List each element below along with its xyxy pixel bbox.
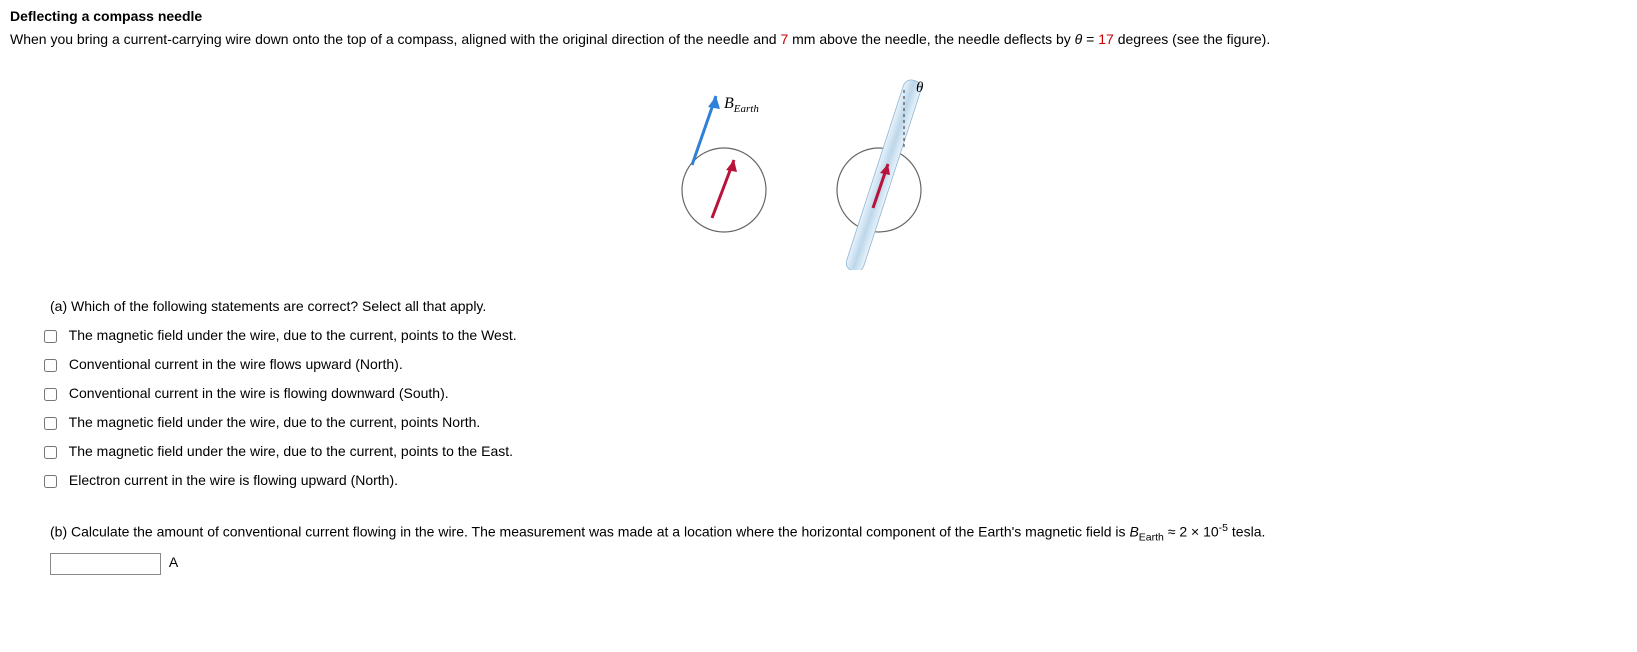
option-label: Conventional current in the wire flows u… <box>69 356 403 372</box>
answer-row: A <box>50 552 1627 574</box>
theta-label: θ <box>916 80 924 96</box>
b-earth-label: BEarth <box>724 95 759 115</box>
value-angle: 17 <box>1098 31 1114 47</box>
option-checkbox-5[interactable] <box>44 475 57 488</box>
option-row: Conventional current in the wire flows u… <box>40 354 1627 375</box>
partb-approx: ≈ 2 × 10 <box>1164 524 1219 540</box>
option-row: Conventional current in the wire is flow… <box>40 383 1627 404</box>
page-title: Deflecting a compass needle <box>10 6 1627 27</box>
partb-bsub: Earth <box>1139 531 1164 543</box>
unit-label: A <box>169 554 178 570</box>
option-row: The magnetic field under the wire, due t… <box>40 325 1627 346</box>
option-row: The magnetic field under the wire, due t… <box>40 412 1627 433</box>
partb-bvar: B <box>1129 524 1138 540</box>
option-checkbox-1[interactable] <box>44 359 57 372</box>
current-input[interactable] <box>50 553 161 575</box>
intro-mid1: mm above the needle, the needle deflects… <box>788 31 1074 47</box>
option-label: The magnetic field under the wire, due t… <box>69 414 481 430</box>
option-label: The magnetic field under the wire, due t… <box>69 443 513 459</box>
intro-text: When you bring a current-carrying wire d… <box>10 29 1627 50</box>
option-row: The magnetic field under the wire, due t… <box>40 441 1627 462</box>
figure: BEarth θ <box>10 60 1627 276</box>
option-checkbox-3[interactable] <box>44 417 57 430</box>
option-label: Electron current in the wire is flowing … <box>69 472 398 488</box>
option-checkbox-0[interactable] <box>44 330 57 343</box>
intro-post: degrees (see the figure). <box>1114 31 1270 47</box>
option-checkbox-2[interactable] <box>44 388 57 401</box>
partb-post: tesla. <box>1228 524 1265 540</box>
part-a-options: The magnetic field under the wire, due t… <box>40 325 1627 491</box>
partb-pre: (b) Calculate the amount of conventional… <box>50 524 1129 540</box>
option-label: The magnetic field under the wire, due t… <box>69 327 517 343</box>
option-label: Conventional current in the wire is flow… <box>69 385 449 401</box>
partb-exp: -5 <box>1219 522 1228 534</box>
part-b-prompt: (b) Calculate the amount of conventional… <box>50 521 1627 546</box>
intro-eq: = <box>1082 31 1098 47</box>
figure-svg: BEarth θ <box>654 60 984 270</box>
option-checkbox-4[interactable] <box>44 446 57 459</box>
part-a-prompt: (a) Which of the following statements ar… <box>50 296 1627 317</box>
option-row: Electron current in the wire is flowing … <box>40 470 1627 491</box>
intro-pre: When you bring a current-carrying wire d… <box>10 31 780 47</box>
needle-left-head <box>726 160 737 172</box>
